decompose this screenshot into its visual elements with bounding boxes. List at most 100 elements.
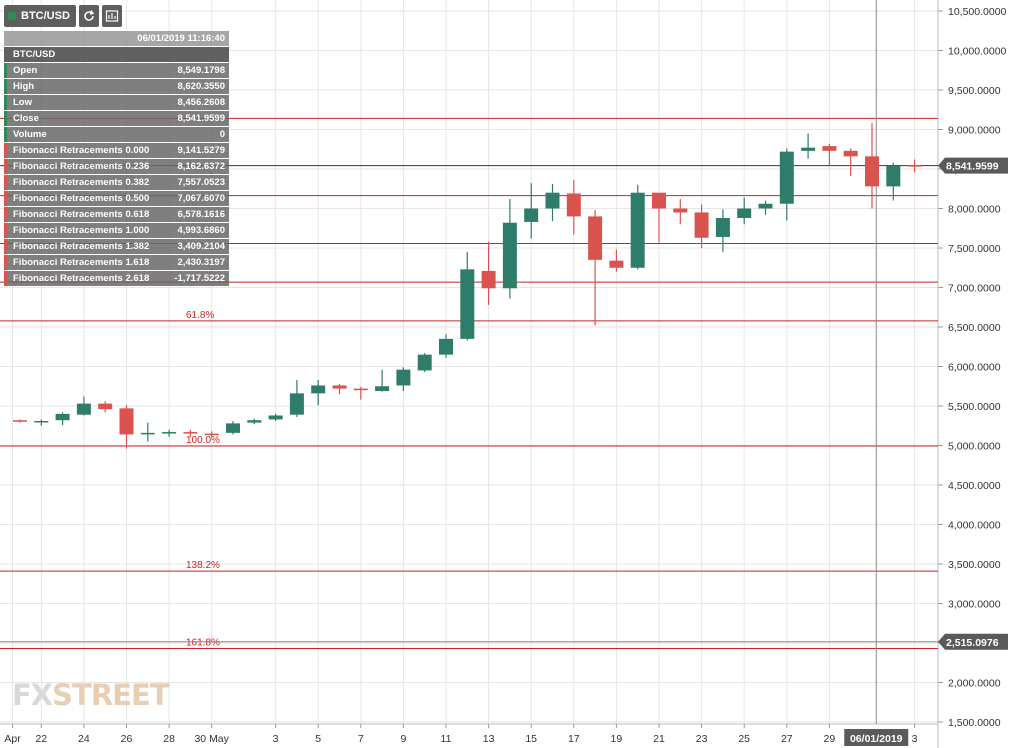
candle-body[interactable] bbox=[119, 408, 134, 435]
y-tick-label: 7,500.0000 bbox=[948, 243, 1001, 255]
candle-body[interactable] bbox=[460, 269, 475, 339]
x-tick-label: 17 bbox=[568, 733, 580, 745]
fib-level-label: Fibonacci Retracements 0.618 bbox=[13, 209, 150, 220]
candle-body[interactable] bbox=[396, 369, 411, 386]
crosshair-price-badge bbox=[938, 633, 1008, 650]
candle-body[interactable] bbox=[140, 432, 155, 435]
ohlc-value: 8,549.1798 bbox=[177, 65, 225, 76]
candle-body[interactable] bbox=[439, 338, 453, 355]
candle-body[interactable] bbox=[204, 433, 219, 436]
ohlc-row: Volume 0 bbox=[4, 127, 229, 142]
ohlc-value: 8,456.2608 bbox=[177, 97, 225, 108]
y-tick-label: 9,500.0000 bbox=[948, 85, 1001, 97]
x-tick-label: 24 bbox=[78, 733, 90, 745]
x-tick-label: 13 bbox=[483, 733, 495, 745]
candle-body[interactable] bbox=[332, 385, 347, 389]
fib-level-row: Fibonacci Retracements 1.000 4,993.6860 bbox=[4, 223, 229, 238]
candle-body[interactable] bbox=[502, 222, 517, 289]
candle-body[interactable] bbox=[588, 216, 603, 260]
candle-body[interactable] bbox=[226, 423, 240, 433]
cursor-date-label: 06/01/2019 bbox=[850, 733, 903, 745]
candle-body[interactable] bbox=[758, 203, 773, 209]
x-tick-label: 9 bbox=[400, 733, 406, 745]
panel-symbol: BTC/USD bbox=[13, 49, 56, 60]
fib-level-label: Fibonacci Retracements 0.500 bbox=[13, 193, 150, 204]
candle-body[interactable] bbox=[481, 270, 496, 289]
y-tick-label: 5,500.0000 bbox=[948, 401, 1001, 413]
candle-body[interactable] bbox=[417, 354, 432, 371]
y-tick-label: 10,500.0000 bbox=[948, 6, 1007, 18]
candle-body[interactable] bbox=[162, 432, 177, 434]
y-tick-label: 5,000.0000 bbox=[948, 441, 1001, 453]
fib-level-value: 9,141.5279 bbox=[177, 145, 225, 156]
candle-body[interactable] bbox=[375, 386, 390, 391]
fib-level-label: Fibonacci Retracements 1.618 bbox=[13, 257, 150, 268]
candle-body[interactable] bbox=[907, 165, 922, 167]
y-tick-label: 4,500.0000 bbox=[948, 480, 1001, 492]
x-tick-label: 21 bbox=[653, 733, 665, 745]
candle-body[interactable] bbox=[801, 147, 816, 151]
symbol-marker-icon bbox=[8, 12, 16, 20]
fib-level-value: 7,067.6070 bbox=[177, 193, 225, 204]
candle-body[interactable] bbox=[630, 192, 645, 268]
x-tick-label: 3 bbox=[912, 733, 918, 745]
candle-body[interactable] bbox=[694, 212, 709, 238]
candle-body[interactable] bbox=[673, 208, 688, 213]
candle-body[interactable] bbox=[779, 151, 794, 204]
candle-body[interactable] bbox=[55, 413, 70, 421]
candle-body[interactable] bbox=[737, 208, 752, 218]
candle-body[interactable] bbox=[98, 403, 113, 410]
candle-body[interactable] bbox=[886, 165, 901, 187]
symbol-selector[interactable]: BTC/USD bbox=[4, 5, 76, 27]
candle-body[interactable] bbox=[353, 388, 368, 391]
candle-body[interactable] bbox=[34, 421, 49, 423]
data-info-panel: 06/01/2019 11:16:40 BTC/USD Open 8,549.17… bbox=[4, 31, 229, 287]
candle-body[interactable] bbox=[609, 260, 624, 268]
ohlc-label: Open bbox=[13, 65, 38, 76]
x-tick-label: Apr bbox=[4, 733, 21, 745]
candle-body[interactable] bbox=[822, 146, 837, 151]
x-tick-label: 5 bbox=[315, 733, 321, 745]
fib-level-label: Fibonacci Retracements 1.000 bbox=[13, 225, 150, 236]
candle-body[interactable] bbox=[843, 150, 858, 157]
chart-settings-button[interactable] bbox=[101, 5, 122, 27]
x-tick-label: 15 bbox=[525, 733, 537, 745]
ohlc-label: Low bbox=[13, 97, 32, 108]
y-tick-label: 3,000.0000 bbox=[948, 599, 1001, 611]
candle-body[interactable] bbox=[289, 393, 304, 415]
y-tick-label: 6,500.0000 bbox=[948, 322, 1001, 334]
candle-body[interactable] bbox=[76, 403, 91, 415]
candle-body[interactable] bbox=[545, 192, 560, 209]
fib-level-row: Fibonacci Retracements 0.000 9,141.5279 bbox=[4, 143, 229, 158]
candle-body[interactable] bbox=[566, 193, 581, 217]
candle-body[interactable] bbox=[524, 208, 539, 222]
ohlc-label: Volume bbox=[13, 129, 47, 140]
y-tick-label: 7,000.0000 bbox=[948, 283, 1001, 295]
y-tick-label: 1,500.0000 bbox=[948, 717, 1001, 729]
fib-level-value: 6,578.1616 bbox=[177, 209, 225, 220]
candle-body[interactable] bbox=[715, 217, 730, 237]
fib-level-value: 4,993.6860 bbox=[177, 225, 225, 236]
x-tick-label: 30 May bbox=[194, 733, 229, 745]
fib-level-label: 100.0% bbox=[186, 435, 220, 446]
candle-body[interactable] bbox=[13, 420, 27, 422]
candle-body[interactable] bbox=[865, 156, 879, 187]
candle-body[interactable] bbox=[183, 432, 198, 434]
x-tick-label: 26 bbox=[121, 733, 133, 745]
ohlc-label: Close bbox=[13, 113, 39, 124]
panel-symbol-row: BTC/USD bbox=[4, 47, 229, 62]
fib-level-label: Fibonacci Retracements 0.000 bbox=[13, 145, 150, 156]
ohlc-value: 0 bbox=[219, 129, 225, 140]
x-tick-label: 29 bbox=[824, 733, 836, 745]
candle-body[interactable] bbox=[247, 420, 262, 423]
y-tick-label: 9,000.0000 bbox=[948, 125, 1001, 137]
candle-body[interactable] bbox=[311, 385, 326, 394]
fib-level-row: Fibonacci Retracements 1.382 3,409.2104 bbox=[4, 239, 229, 254]
ohlc-label: High bbox=[13, 81, 35, 92]
candle-body[interactable] bbox=[268, 415, 283, 420]
x-tick-label: 28 bbox=[163, 733, 175, 745]
refresh-button[interactable] bbox=[78, 5, 99, 27]
candle-body[interactable] bbox=[652, 192, 666, 209]
x-tick-label: 23 bbox=[696, 733, 708, 745]
ohlc-row: Open 8,549.1798 bbox=[4, 63, 229, 78]
